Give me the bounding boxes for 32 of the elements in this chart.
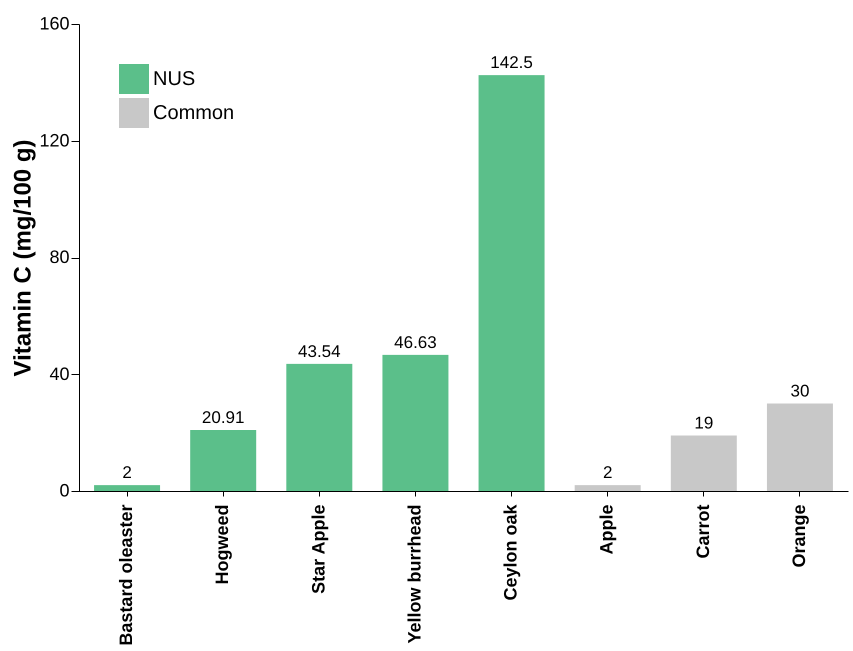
legend-label: Common [153, 102, 234, 124]
x-tick-label: Hogweed [212, 504, 232, 585]
y-tick-label: 160 [39, 14, 70, 34]
data-label: 43.54 [298, 342, 341, 361]
data-label: 19 [694, 414, 714, 433]
bar [574, 485, 641, 491]
data-label: 2 [122, 463, 132, 482]
data-label: 2 [602, 463, 612, 482]
x-tick-label: Yellow burrhead [404, 504, 424, 644]
y-tick-label: 40 [49, 364, 70, 384]
y-tick-label: 120 [39, 130, 70, 150]
x-tick-label: Orange [788, 504, 809, 568]
bar [94, 485, 160, 491]
bar [286, 364, 352, 491]
data-label: 30 [790, 381, 810, 400]
y-axis-title: Vitamin C (mg/100 g) [9, 140, 36, 376]
x-tick-label: Carrot [692, 504, 713, 559]
data-label: 46.63 [394, 332, 437, 352]
bar [478, 75, 545, 491]
bar [766, 403, 833, 491]
x-tick-label: Star Apple [308, 504, 328, 594]
x-tick-label: Bastard oleaster [116, 504, 136, 646]
y-tick-label: 0 [59, 480, 70, 500]
y-tick-label: 80 [49, 247, 70, 267]
bar [382, 354, 448, 491]
x-tick-label: Apple [596, 504, 617, 555]
legend-label: NUS [153, 68, 196, 90]
x-tick-label: Ceylon oak [500, 504, 521, 601]
data-label: 142.5 [490, 53, 533, 72]
bar [190, 430, 256, 491]
data-label: 20.91 [202, 408, 244, 427]
bar [670, 436, 737, 491]
